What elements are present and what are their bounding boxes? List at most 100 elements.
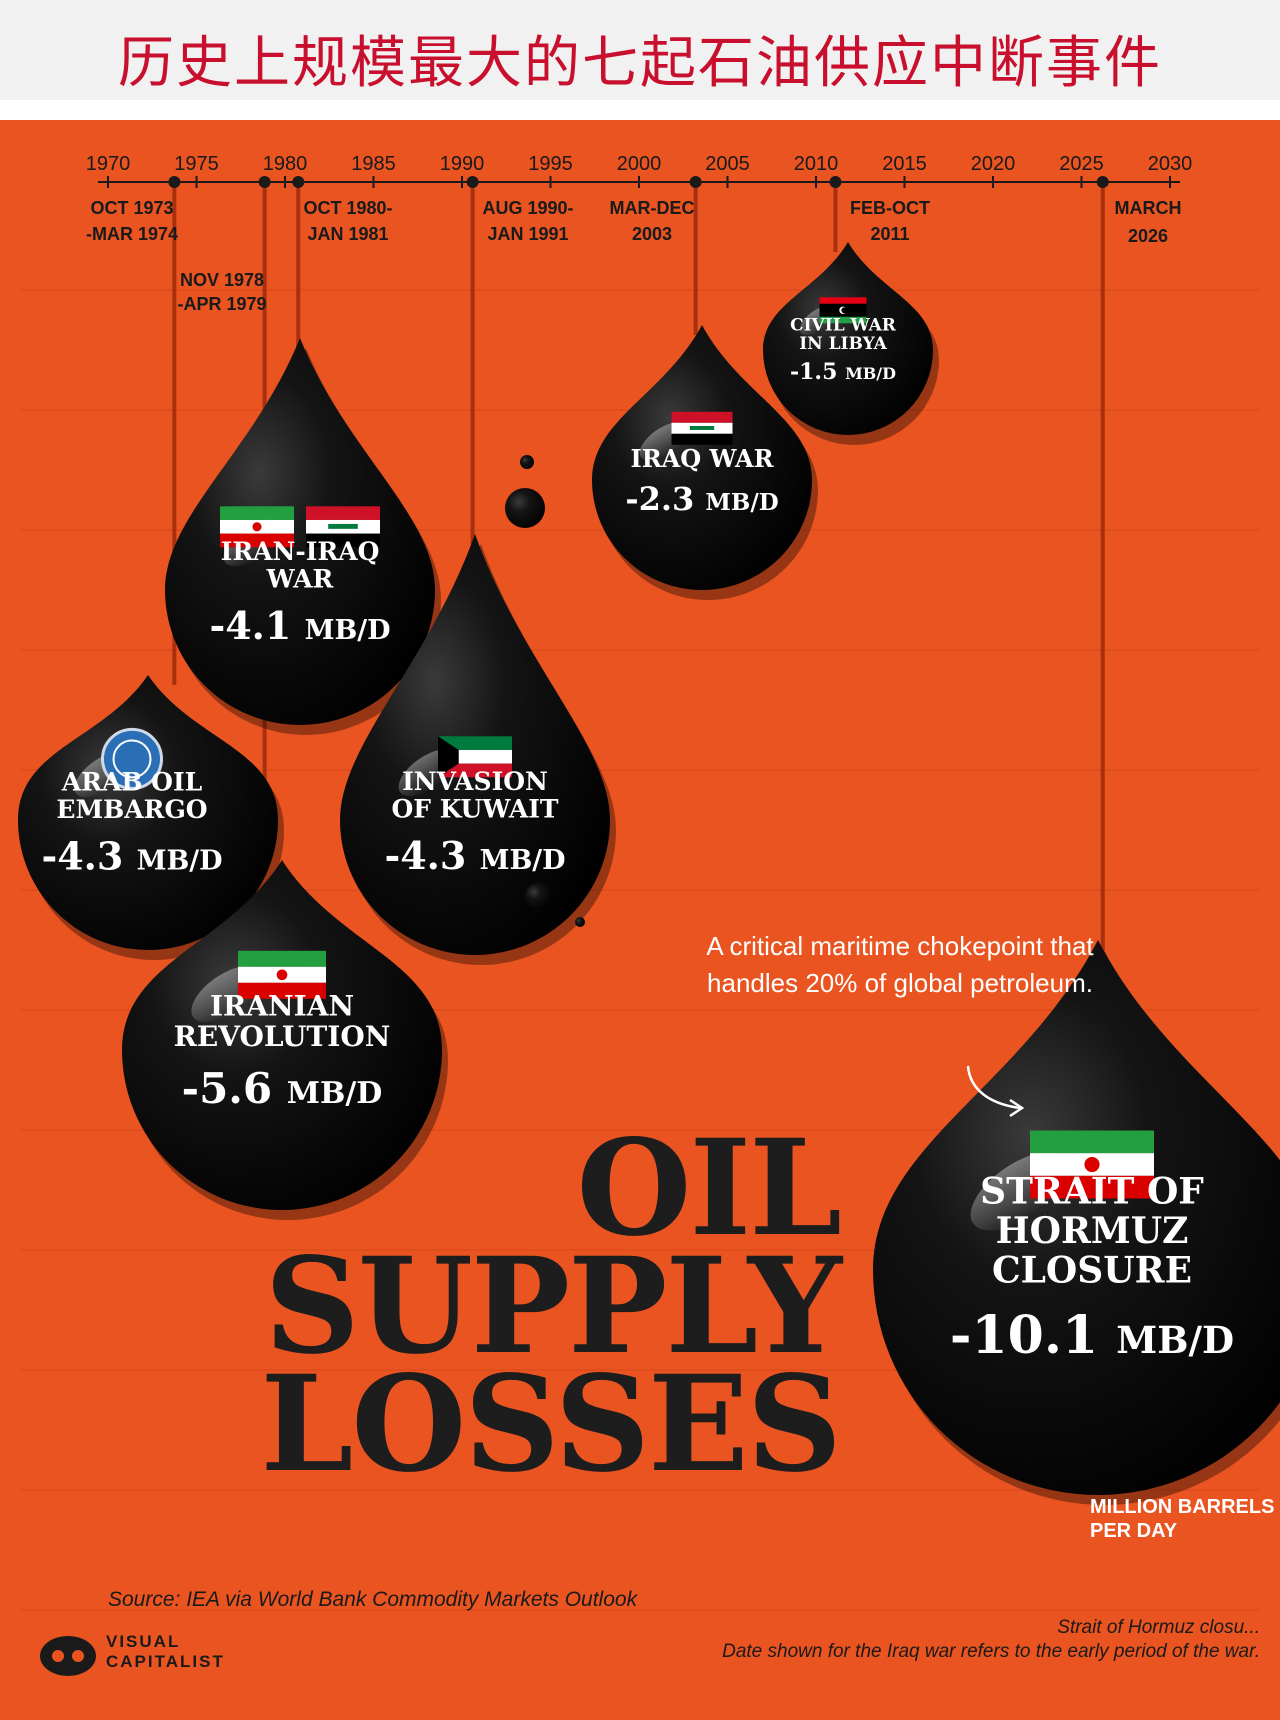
axis-tick-label: 2005: [705, 153, 750, 175]
leader-lines: OCT 1973 -MAR 1974 NOV 1978 -APR 1979 OCT 19…: [86, 176, 1182, 950]
iranian-revolution-date-label: NOV 1978: [180, 270, 264, 290]
axis-tick-label: 2025: [1059, 153, 1104, 175]
iran-flag-icon: [1030, 1130, 1154, 1199]
axis-tick-label: 2030: [1148, 153, 1193, 175]
logo-text: VISUAL CAPITALIST: [106, 1632, 225, 1672]
title-line-2: SUPPLY: [264, 1229, 842, 1384]
strait-of-hormuz-closure-name-label: CLOSURE: [992, 1250, 1192, 1292]
civil-war-in-libya-date-label: FEB-OCT: [850, 198, 930, 218]
arab-oil-embargo-drop-shape: [18, 675, 278, 950]
iraq-flag-icon: [306, 506, 380, 548]
logo-line-2: CAPITALIST: [106, 1652, 225, 1671]
arab-oil-embargo-name-label: ARAB OIL: [61, 768, 203, 797]
iran-iraq-war-drop-shape: [165, 338, 435, 725]
iranian-revolution-date-label: -APR 1979: [177, 294, 266, 314]
unit-note: MILLION BARRELS PER DAY: [1090, 1496, 1275, 1542]
annotation-arrow-icon: [966, 1065, 1025, 1118]
iraq-war-drop-shape: [592, 325, 812, 590]
civil-war-in-libya-value-label: -1.5 MB/D: [790, 359, 896, 385]
strait-of-hormuz-closure-axis-marker: [1096, 176, 1109, 188]
iraq-flag-icon: [671, 411, 733, 445]
arab-oil-embargo-date-label: OCT 1973: [90, 198, 173, 218]
axis-tick-label: 1990: [440, 153, 485, 175]
civil-war-in-libya-name-label: CIVIL WAR: [790, 315, 897, 335]
strait-of-hormuz-closure-date-label: 2026: [1128, 226, 1168, 246]
civil-war-in-libya-date-label: 2011: [870, 224, 909, 244]
axis-tick-label: 1995: [528, 153, 573, 175]
iranian-revolution-axis-marker: [258, 176, 271, 188]
iraq-war-name-label: IRAQ WAR: [630, 444, 774, 473]
x-axis: 1970 1975 1980 1985 1990 1995 2000 2005 2010 2015…: [86, 153, 1193, 188]
logo-line-1: VISUAL: [106, 1632, 181, 1651]
axis-tick-label: 2010: [794, 153, 839, 175]
invasion-of-kuwait-date-label: AUG 1990-: [482, 198, 573, 218]
footnote-line-2: Date shown for the Iraq war refers to th…: [722, 1641, 1260, 1662]
iran-flag-icon: [220, 506, 294, 548]
strait-of-hormuz-closure-drop-shape: [873, 940, 1280, 1495]
iraq-war-axis-marker: [689, 176, 702, 188]
iran-iraq-war-date-label: OCT 1980-: [303, 198, 392, 218]
civil-war-in-libya-name-label: IN LIBYA: [799, 334, 887, 354]
axis-tick-label: 2015: [882, 153, 927, 175]
invasion-of-kuwait-axis-marker: [466, 176, 479, 188]
header-title: 历史上规模最大的七起石油供应中断事件: [118, 31, 1162, 96]
civil-war-in-libya-drop-shape: [763, 242, 933, 435]
iraq-war-drop: IRAQ WAR -2.3 MB/D: [592, 325, 818, 600]
iranian-revolution-value-label: -5.6 MB/D: [182, 1064, 383, 1113]
opec-flag-icon: [101, 727, 163, 790]
infographic-poster: 1970 1975 1980 1985 1990 1995 2000 2005 2010 2015…: [0, 120, 1280, 1720]
strait-of-hormuz-closure-value-label: -10.1 MB/D: [950, 1305, 1234, 1366]
iraq-war-value-label: -2.3 MB/D: [625, 480, 778, 518]
iran-iraq-war-axis-marker: [292, 176, 305, 188]
oil-droplet: [525, 883, 551, 909]
iraq-war-date-label: MAR-DEC: [610, 198, 695, 218]
invasion-of-kuwait-name-label: OF KUWAIT: [391, 795, 558, 824]
timeline-chart: 1970 1975 1980 1985 1990 1995 2000 2005 2010 2015…: [18, 153, 1280, 1611]
iran-iraq-war-name-label: WAR: [266, 565, 334, 594]
header-banner: 历史上规模最大的七起石油供应中断事件: [0, 0, 1280, 100]
arab-oil-embargo-axis-marker: [168, 176, 181, 188]
axis-tick-label: 1975: [174, 153, 219, 175]
arab-oil-embargo-value-label: -4.3 MB/D: [41, 833, 222, 878]
civil-war-in-libya-axis-marker: [829, 176, 842, 188]
oil-droplet: [520, 455, 534, 469]
iran-iraq-war-date-label: JAN 1981: [307, 224, 388, 244]
invasion-of-kuwait-value-label: -4.3 MB/D: [384, 833, 565, 878]
footnote-line-1: Strait of Hormuz closu...: [1057, 1617, 1260, 1638]
axis-tick-label: 1980: [263, 153, 308, 175]
arab-oil-embargo-name-label: EMBARGO: [56, 795, 207, 824]
oil-droplet: [575, 917, 585, 927]
axis-tick-label: 2000: [617, 153, 662, 175]
strait-of-hormuz-closure-name-label: HORMUZ: [996, 1210, 1189, 1252]
axis-tick-label: 1970: [86, 153, 131, 175]
iran-iraq-war-value-label: -4.1 MB/D: [209, 603, 390, 648]
iraq-war-date-label: 2003: [632, 224, 672, 244]
iranian-revolution-drop-shape: [122, 860, 442, 1210]
axis-tick-label: 2020: [971, 153, 1016, 175]
small-droplets: [505, 455, 585, 927]
iran-iraq-war-name-label: IRAN-IRAQ: [221, 537, 380, 566]
iranian-revolution-name-label: IRANIAN: [210, 989, 354, 1022]
logo-icon: [40, 1636, 96, 1676]
oil-droplet: [505, 488, 545, 528]
invasion-of-kuwait-name-label: INVASION: [402, 767, 548, 796]
arab-oil-embargo-date-label: -MAR 1974: [86, 224, 178, 244]
iran-flag-icon: [238, 950, 326, 999]
title-line-1: OIL: [576, 1111, 842, 1266]
title-line-3: LOSSES: [260, 1347, 843, 1502]
footnote: Strait of Hormuz closu... Date shown for…: [580, 1616, 1260, 1664]
invasion-of-kuwait-date-label: JAN 1991: [487, 224, 568, 244]
libya-flag-icon: [819, 297, 867, 324]
chart-title: OIL SUPPLY LOSSES: [240, 1111, 843, 1502]
kuwait-flag-icon: [438, 736, 512, 778]
strait-of-hormuz-closure-name-label: STRAIT OF: [980, 1170, 1204, 1212]
source-note: Source: IEA via World Bank Commodity Mar…: [108, 1588, 638, 1611]
